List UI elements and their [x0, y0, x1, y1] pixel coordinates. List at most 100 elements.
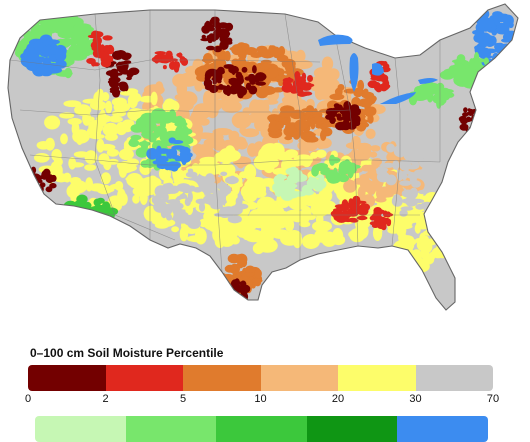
moisture-patch [50, 161, 59, 177]
moisture-patch [217, 273, 224, 284]
moisture-patch [404, 144, 414, 151]
moisture-patch [466, 116, 472, 123]
moisture-patch [75, 131, 84, 145]
moisture-patch [126, 158, 139, 167]
moisture-patch [277, 68, 285, 77]
moisture-patch [431, 195, 439, 210]
moisture-patch [102, 35, 113, 41]
moisture-patch [236, 254, 245, 266]
state-border [334, 34, 359, 247]
moisture-patch [207, 269, 218, 281]
moisture-patch [27, 182, 40, 193]
moisture-patch [337, 121, 349, 130]
moisture-patch [408, 155, 420, 165]
moisture-patch [25, 181, 30, 191]
moisture-patch [500, 65, 506, 78]
moisture-patch [315, 163, 328, 169]
moisture-patch [360, 184, 374, 191]
moisture-patch [396, 219, 412, 230]
moisture-patch [428, 177, 437, 183]
moisture-patch [181, 125, 189, 138]
moisture-patch [139, 190, 148, 205]
moisture-patch [103, 45, 111, 53]
moisture-patch [237, 46, 243, 58]
moisture-patch [206, 103, 219, 119]
moisture-patch [412, 260, 430, 273]
moisture-patch [295, 170, 303, 182]
wet-swatch-0 [35, 416, 126, 442]
moisture-patch [320, 129, 327, 141]
moisture-patch [316, 140, 326, 150]
moisture-patch [224, 50, 231, 62]
moisture-patch [81, 208, 89, 218]
moisture-patch [265, 68, 279, 79]
moisture-patch [230, 281, 240, 286]
moisture-patch [60, 13, 69, 26]
dry-tick-labels: 0 2 5 10 20 30 70 [0, 393, 530, 407]
moisture-patch [404, 121, 417, 131]
moisture-patch [285, 87, 292, 93]
moisture-patch [146, 148, 159, 160]
moisture-patch [294, 119, 309, 130]
moisture-patch [231, 67, 236, 76]
moisture-patch [292, 232, 303, 249]
state-borders [9, 10, 441, 273]
moisture-patch [492, 67, 499, 73]
moisture-patch [349, 219, 359, 223]
moisture-patch [315, 149, 327, 158]
moisture-patch [164, 130, 179, 138]
moisture-patch [217, 192, 224, 200]
moisture-patch [310, 151, 318, 159]
moisture-patch [354, 199, 362, 204]
moisture-patch [302, 189, 315, 196]
moisture-patch [473, 118, 479, 123]
dry-tick-label: 20 [331, 393, 345, 405]
moisture-patch [499, 51, 512, 62]
dry-tick-label: 30 [409, 393, 422, 405]
moisture-patch [442, 94, 450, 101]
moisture-patch [309, 194, 327, 202]
moisture-patch [98, 153, 110, 165]
moisture-patch [224, 264, 236, 273]
moisture-patch [434, 197, 442, 207]
moisture-patch [220, 152, 239, 161]
dry-tick-label: 70 [486, 393, 500, 405]
moisture-patch [391, 195, 403, 207]
moisture-patch [195, 198, 208, 205]
moisture-patch [108, 116, 123, 123]
moisture-patch [425, 116, 436, 128]
moisture-patch [166, 199, 181, 205]
moisture-patch [212, 128, 233, 136]
moisture-patch [24, 172, 33, 179]
moisture-patch [119, 83, 129, 92]
moisture-patch [491, 64, 503, 74]
dry-tick-label: 2 [102, 393, 109, 405]
moisture-patch [343, 179, 357, 193]
moisture-patch [258, 147, 274, 162]
moisture-patch [335, 214, 348, 223]
moisture-patch [45, 188, 52, 192]
moisture-patch [269, 224, 280, 234]
moisture-patch [400, 245, 414, 258]
moisture-patch [322, 77, 340, 93]
moisture-patch [41, 172, 49, 179]
moisture-patch [474, 75, 490, 85]
moisture-patch [334, 87, 343, 96]
dry-swatch-0 [28, 365, 106, 391]
moisture-patch [416, 142, 428, 151]
moisture-patch [220, 28, 230, 38]
moisture-patch [190, 110, 202, 126]
moisture-patch [157, 51, 164, 59]
moisture-patch [162, 183, 173, 189]
soil-moisture-map [7, 3, 519, 311]
moisture-patch [370, 77, 381, 81]
moisture-patch [367, 106, 377, 116]
moisture-patch [482, 64, 495, 75]
moisture-patch [154, 185, 168, 198]
moisture-patch [329, 116, 336, 124]
moisture-patch [114, 181, 124, 191]
moisture-patch [496, 59, 504, 65]
moisture-patch [284, 135, 293, 141]
moisture-patch [73, 23, 92, 31]
moisture-patch [173, 61, 181, 70]
